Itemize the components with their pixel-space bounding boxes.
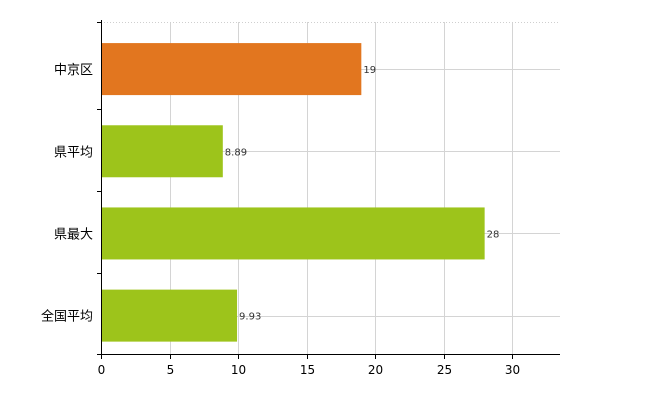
value-label-1: 8.89 [225, 147, 247, 158]
bar-2 [101, 207, 485, 260]
x-tick-label-10: 10 [231, 363, 246, 377]
bar-0 [101, 43, 362, 96]
value-label-0: 19 [363, 65, 376, 76]
value-label-2: 28 [487, 229, 500, 240]
bars [101, 43, 485, 342]
x-tick-label-30: 30 [505, 363, 520, 377]
value-labels: 19 8.89 28 9.93 [225, 65, 500, 323]
x-tick-label-0: 0 [98, 363, 106, 377]
value-label-3: 9.93 [239, 312, 261, 323]
x-tick-label-5: 5 [167, 363, 175, 377]
bar-3 [101, 289, 238, 342]
x-tick-label-25: 25 [437, 363, 452, 377]
category-label-0: 中京区 [54, 63, 93, 78]
category-label-3: 全国平均 [41, 309, 93, 325]
x-tick-label-15: 15 [300, 363, 315, 377]
bar-1 [101, 125, 223, 178]
category-label-2: 県最大 [54, 227, 93, 242]
category-label-1: 県平均 [54, 145, 93, 160]
x-tick-label-20: 20 [368, 363, 383, 377]
